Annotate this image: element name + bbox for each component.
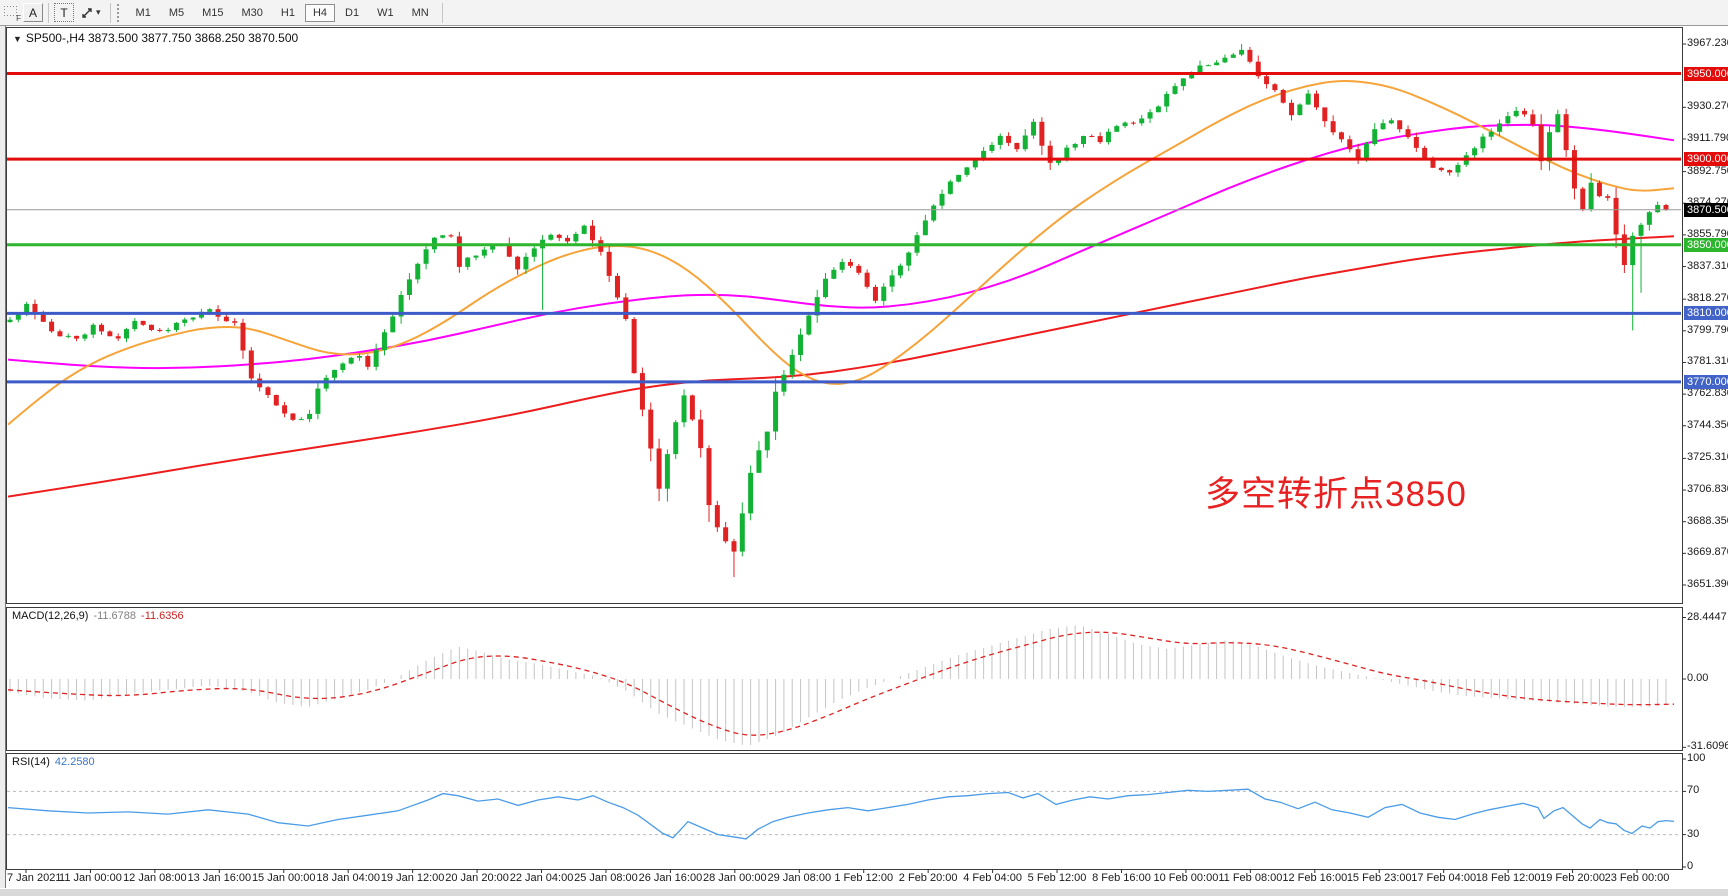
date-axis-label: 13 Jan 16:00 (187, 872, 252, 884)
price-axis-tick-label: 3688.350 (1687, 514, 1728, 527)
rsi-axis-label: 0 (1687, 860, 1694, 872)
tf-button-m1[interactable]: M1 (128, 4, 159, 22)
rsi-axis-label: 70 (1687, 784, 1700, 797)
date-axis-label: 19 Jan 12:00 (380, 872, 445, 884)
chart-text-annotation[interactable]: 多空转折点3850 (1205, 475, 1467, 514)
date-axis-label: 29 Jan 08:00 (767, 872, 832, 884)
date-axis-label: 10 Feb 00:00 (1153, 872, 1219, 884)
price-axis-tick-label: 3911.790 (1687, 131, 1728, 144)
tf-button-m5[interactable]: M5 (161, 4, 192, 22)
date-axis-label: 4 Feb 04:00 (963, 872, 1022, 884)
chart-title: SP500-,H4 3873.500 3877.750 3868.250 387… (25, 31, 299, 45)
price-axis-tick-label: 3799.790 (1687, 323, 1728, 336)
tf-button-w1[interactable]: W1 (369, 4, 402, 22)
macd-label: MACD(12,26,9) (12, 610, 89, 622)
price-axis-tick-label: 3725.310 (1687, 451, 1728, 464)
cursor-mode-button[interactable]: ▾ (76, 2, 105, 23)
date-axis-label: 7 Jan 2021 (7, 872, 62, 884)
price-level-badge: 3900.000 (1684, 152, 1728, 167)
macd-axis-label: -31.6096 (1687, 740, 1728, 753)
price-axis-tick-label: 3669.870 (1687, 546, 1728, 559)
price-axis-tick-label: 3706.830 (1687, 483, 1728, 496)
price-level-badge: 3870.500 (1684, 202, 1728, 217)
date-axis-label: 26 Jan 16:00 (638, 872, 703, 884)
date-axis-label: 11 Feb 08:00 (1218, 872, 1283, 884)
tf-button-m15[interactable]: M15 (194, 4, 231, 22)
text-label-tool-button[interactable]: T (54, 3, 74, 22)
chart-header: ▼ SP500-,H4 3873.500 3877.750 3868.250 38… (13, 31, 298, 45)
rsi-axis-label: 100 (1687, 752, 1706, 764)
price-axis-tick-label: 3892.750 (1687, 164, 1728, 177)
date-axis-label: 17 Feb 04:00 (1411, 872, 1477, 884)
tf-button-h1[interactable]: H1 (273, 4, 303, 22)
rsi-value: 42.2580 (54, 756, 95, 768)
macd-main-value: -11.6788 (93, 610, 137, 622)
date-axis-label: 15 Feb 23:00 (1346, 872, 1412, 884)
date-axis-label: 11 Jan 00:00 (59, 872, 122, 884)
price-level-badge: 3950.000 (1684, 66, 1728, 81)
macd-axis-label: 0.00 (1687, 672, 1709, 684)
dropdown-caret-icon[interactable]: ▾ (96, 7, 101, 17)
price-axis-tick-label: 3818.270 (1687, 292, 1728, 305)
text-tool-button[interactable]: A (23, 3, 43, 22)
tf-button-h4[interactable]: H4 (304, 3, 336, 22)
date-axis-label: 20 Jan 20:00 (445, 872, 509, 884)
price-axis-tick-label: 3744.350 (1687, 418, 1728, 431)
timeframe-toolbar: M1 M5 M15 M30 H1 H4 D1 W1 MN (127, 0, 438, 25)
macd-header: MACD(12,26,9) -11.6788 -11.6356 (12, 610, 184, 622)
date-axis-label: 25 Jan 08:00 (574, 872, 638, 884)
date-axis-label: 18 Feb 12:00 (1475, 872, 1541, 884)
cursor-arrows-icon (82, 7, 92, 18)
tf-button-m30[interactable]: M30 (234, 4, 271, 22)
price-axis-tick-label: 3855.790 (1687, 227, 1728, 240)
price-axis-tick-label: 3837.310 (1687, 259, 1728, 272)
price-level-badge: 3810.000 (1684, 306, 1728, 321)
price-level-badge: 3770.000 (1684, 374, 1728, 389)
date-axis-label: 8 Feb 16:00 (1092, 872, 1151, 884)
date-axis-label: 19 Feb 20:00 (1540, 872, 1605, 884)
date-axis-label: 12 Jan 08:00 (123, 872, 187, 884)
toolbar-grip-icon[interactable]: F (2, 3, 22, 23)
rsi-header: RSI(14) 42.2580 (12, 756, 95, 768)
tf-button-d1[interactable]: D1 (337, 4, 367, 22)
symbol-dropdown-icon[interactable]: ▼ (13, 34, 22, 44)
date-axis-label: 5 Feb 12:00 (1027, 872, 1087, 884)
rsi-label: RSI(14) (12, 756, 50, 768)
toolbar-separator (109, 2, 111, 23)
date-axis-label: 23 Feb 00:00 (1604, 872, 1670, 884)
price-level-badge: 3850.000 (1684, 237, 1728, 252)
price-axis-tick-label: 3930.270 (1687, 100, 1728, 113)
date-axis-label: 22 Jan 04:00 (509, 872, 574, 884)
timeframe-toolbar-grip[interactable] (116, 3, 122, 22)
window-bottom-strip (0, 889, 1728, 896)
date-axis-label: 1 Feb 12:00 (834, 872, 894, 884)
tf-button-mn[interactable]: MN (404, 4, 437, 22)
toolbar: F A T ▾ M1 M5 M15 M30 H1 H4 D1 W1 MN (0, 0, 1728, 26)
date-axis-label: 2 Feb 20:00 (898, 872, 958, 884)
date-axis-label: 15 Jan 00:00 (251, 872, 316, 884)
price-axis-tick-label: 3781.310 (1687, 355, 1728, 368)
date-axis-label: 28 Jan 00:00 (703, 872, 767, 884)
rsi-axis-label: 30 (1687, 827, 1700, 840)
dot-grid-icon (4, 5, 17, 16)
date-axis-label: 12 Feb 16:00 (1282, 872, 1348, 884)
toolbar-separator (48, 2, 49, 23)
macd-signal-value: -11.6356 (141, 610, 184, 622)
macd-axis-label: 28.4447 (1687, 610, 1727, 623)
window-left-edge (0, 26, 6, 888)
date-axis-label: 18 Jan 04:00 (316, 872, 380, 884)
price-axis-tick-label: 3762.830 (1687, 387, 1728, 400)
price-axis-tick-label: 3967.230 (1687, 37, 1728, 49)
price-axis-tick-label: 3651.390 (1687, 578, 1728, 590)
grip-f-label: F (16, 13, 21, 23)
toolbar-separator (441, 2, 443, 23)
